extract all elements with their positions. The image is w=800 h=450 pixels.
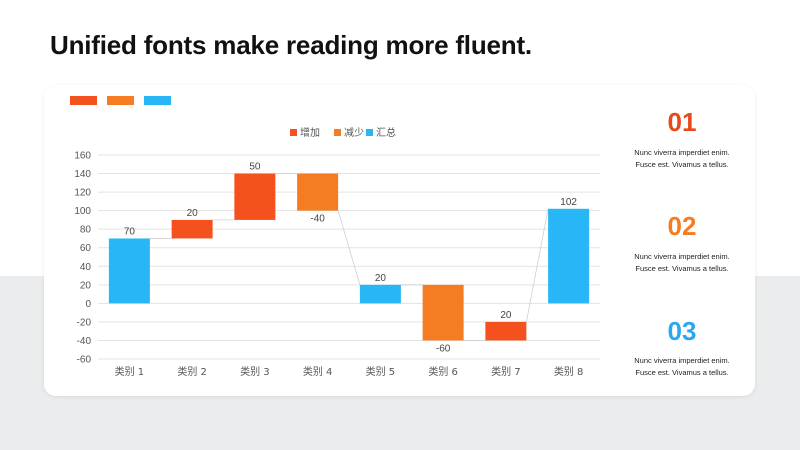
y-tick-label: -40 [77, 336, 92, 347]
y-tick-label: 140 [74, 169, 91, 180]
data-label: 20 [375, 273, 387, 284]
legend-swatch [366, 129, 373, 136]
item-text-line: Fusce est. Vivamus a tellus. [635, 264, 729, 273]
item-number-03: 03 [667, 316, 697, 346]
item-text-line: Nunc viverra imperdiet enim. [634, 356, 730, 365]
item-text-line: Fusce est. Vivamus a tellus. [635, 368, 729, 377]
total-bar [548, 208, 590, 304]
data-label: 70 [124, 226, 136, 237]
x-category-label: 类别 2 [177, 365, 207, 378]
data-label: 20 [187, 208, 199, 219]
y-tick-label: 80 [80, 225, 92, 236]
connector-lines [149, 173, 549, 341]
data-label: 102 [560, 197, 577, 208]
chart-legend: 增加 减少 汇总 [290, 126, 396, 139]
item-number-01: 01 [667, 107, 697, 137]
y-tick-label: -20 [77, 317, 92, 328]
legend-label: 减少 [344, 127, 364, 139]
waterfall-chart: 增加 减少 汇总 160 140 120 100 80 60 40 20 0 -20 -40 -60 70… [74, 126, 600, 378]
increase-bar [234, 173, 276, 220]
data-label: -40 [310, 214, 325, 225]
y-tick-label: 160 [74, 151, 91, 162]
x-category-label: 类别 4 [303, 365, 333, 378]
y-tick-label: 120 [74, 188, 91, 199]
x-category-label: 类别 1 [115, 365, 145, 378]
y-tick-label: 40 [80, 262, 92, 273]
y-tick-label: 100 [74, 206, 91, 217]
increase-bar [485, 321, 527, 341]
connector-line [337, 210, 361, 285]
legend-label: 汇总 [376, 126, 396, 139]
y-tick-label: 0 [85, 299, 91, 310]
x-category-label: 类别 5 [366, 365, 396, 378]
item-text-line: Nunc viverra imperdiet enim. [634, 148, 730, 157]
legend-swatch [334, 129, 341, 136]
x-category-label: 类别 8 [554, 365, 584, 378]
data-label: 20 [500, 310, 512, 321]
increase-bar [171, 219, 213, 239]
legend-label: 增加 [300, 126, 320, 139]
item-text-line: Nunc viverra imperdiet enim. [634, 252, 730, 261]
chart-card: 增加 减少 汇总 160 140 120 100 80 60 40 20 0 -20 -40 -60 70… [44, 85, 755, 396]
decrease-color-swatch [107, 96, 134, 105]
y-axis-ticks: 160 140 120 100 80 60 40 20 0 -20 -40 -60 [74, 151, 91, 366]
item-number-02: 02 [667, 211, 697, 241]
increase-color-swatch [70, 96, 97, 105]
item-description-01: Nunc viverra imperdiet enim. Fusce est. … [617, 147, 747, 171]
y-tick-label: 60 [80, 243, 92, 254]
item-description-02: Nunc viverra imperdiet enim. Fusce est. … [617, 251, 747, 275]
item-text-line: Fusce est. Vivamus a tellus. [635, 160, 729, 169]
y-tick-label: 20 [80, 280, 92, 291]
legend-swatch [290, 129, 297, 136]
decrease-bar [297, 173, 339, 211]
x-axis-categories: 类别 1 类别 2 类别 3 类别 4 类别 5 类别 6 类别 7 类别 8 [115, 365, 584, 378]
page-title: Unified fonts make reading more fluent. [50, 30, 532, 60]
total-color-swatch [144, 96, 171, 105]
data-label: 50 [249, 162, 261, 173]
x-category-label: 类别 6 [428, 365, 458, 378]
connector-line [525, 208, 549, 322]
total-bar [108, 238, 150, 304]
chart-bars [108, 173, 590, 341]
x-category-label: 类别 7 [491, 365, 521, 378]
item-description-03: Nunc viverra imperdiet enim. Fusce est. … [617, 355, 747, 379]
data-label: -60 [436, 343, 451, 354]
x-category-label: 类别 3 [240, 365, 270, 378]
chart-grid [98, 154, 600, 360]
data-labels: 70 20 50 -40 20 -60 20 102 [124, 162, 578, 355]
y-tick-label: -60 [77, 355, 92, 366]
total-bar [359, 284, 401, 304]
decrease-bar [422, 284, 464, 341]
